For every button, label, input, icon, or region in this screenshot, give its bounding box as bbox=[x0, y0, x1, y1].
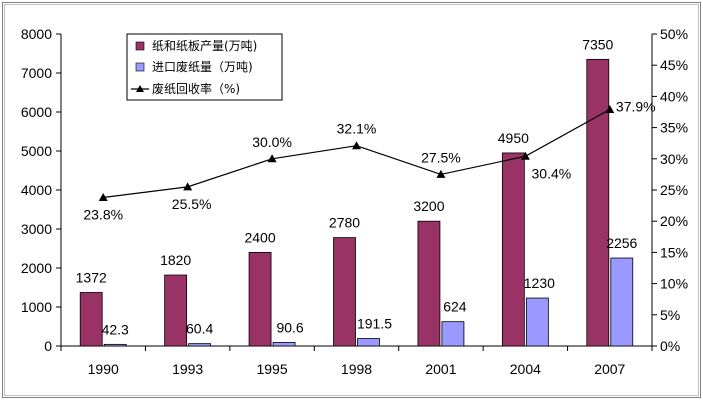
y-right-tick-label: 20% bbox=[660, 213, 688, 229]
bar-paper bbox=[248, 251, 272, 347]
y-right-tick-label: 30% bbox=[660, 151, 688, 167]
data-label-paper: 4950 bbox=[498, 130, 529, 146]
y-left-tick-label: 4000 bbox=[21, 182, 52, 198]
x-tick-label: 2007 bbox=[594, 361, 625, 377]
rate-marker bbox=[183, 182, 193, 191]
legend-marker-rate bbox=[136, 85, 144, 92]
y-left-tick-label: 7000 bbox=[21, 65, 52, 81]
bar-paper bbox=[79, 292, 103, 347]
y-left-tick-label: 3000 bbox=[21, 221, 52, 237]
y-right-tick-label: 25% bbox=[660, 182, 688, 198]
y-left-tick-label: 8000 bbox=[21, 26, 52, 42]
chart-inner-frame bbox=[4, 4, 699, 396]
data-label-paper: 1820 bbox=[160, 252, 191, 268]
data-label-waste: 191.5 bbox=[357, 316, 392, 332]
rate-marker bbox=[605, 105, 615, 114]
data-label-waste: 1230 bbox=[524, 275, 555, 291]
y-left-tick-label: 5000 bbox=[21, 143, 52, 159]
y-right-tick-label: 5% bbox=[660, 307, 680, 323]
x-tick-label: 1990 bbox=[88, 361, 119, 377]
data-label-rate: 25.5% bbox=[172, 196, 212, 212]
bar-paper bbox=[586, 58, 610, 347]
legend-label-rate: 废纸回收率（%) bbox=[152, 81, 240, 96]
y-left-tick-label: 0 bbox=[44, 338, 52, 354]
y-right-tick-label: 0% bbox=[660, 338, 680, 354]
bar-waste bbox=[103, 343, 127, 347]
data-label-paper: 7350 bbox=[582, 36, 613, 52]
data-label-rate: 30.0% bbox=[252, 134, 292, 150]
data-label-rate: 23.8% bbox=[83, 206, 123, 222]
bar-paper bbox=[333, 237, 356, 347]
y-left-tick-label: 1000 bbox=[21, 299, 52, 315]
data-label-waste: 624 bbox=[443, 299, 467, 315]
y-right-tick-label: 10% bbox=[660, 276, 688, 292]
data-label-paper: 3200 bbox=[413, 198, 444, 214]
legend-label-paper: 纸和纸板产量(万吨) bbox=[152, 39, 257, 53]
data-label-waste: 2256 bbox=[606, 235, 637, 251]
bar-waste bbox=[188, 343, 212, 347]
bar-waste bbox=[610, 257, 634, 347]
data-label-waste: 60.4 bbox=[186, 321, 213, 337]
data-label-rate: 37.9% bbox=[616, 99, 656, 115]
bar-waste bbox=[272, 342, 296, 347]
bar-paper bbox=[417, 220, 441, 347]
x-tick-label: 2004 bbox=[510, 361, 541, 377]
y-right-tick-label: 40% bbox=[660, 88, 688, 104]
legend-box bbox=[126, 33, 283, 101]
data-label-waste: 42.3 bbox=[102, 321, 129, 337]
rate-marker bbox=[436, 169, 446, 178]
data-label-paper: 2780 bbox=[329, 215, 360, 231]
y-left-tick-label: 6000 bbox=[21, 104, 52, 120]
y-right-tick-label: 35% bbox=[660, 120, 688, 136]
legend-swatch-paper bbox=[135, 41, 145, 51]
x-tick-label: 1995 bbox=[256, 361, 287, 377]
y-right-tick-label: 50% bbox=[660, 26, 688, 42]
data-label-paper: 2400 bbox=[244, 229, 275, 245]
data-label-rate: 27.5% bbox=[421, 149, 461, 165]
data-label-rate: 30.4% bbox=[532, 165, 572, 181]
bar-paper bbox=[164, 274, 188, 347]
y-left-tick-label: 2000 bbox=[21, 260, 52, 276]
x-tick-label: 2001 bbox=[425, 361, 456, 377]
rate-marker bbox=[520, 151, 530, 160]
data-label-rate: 32.1% bbox=[337, 121, 377, 137]
data-label-paper: 1372 bbox=[76, 269, 107, 285]
bar-paper bbox=[501, 152, 525, 347]
bar-waste bbox=[525, 297, 549, 347]
x-tick-label: 1993 bbox=[172, 361, 203, 377]
x-tick-label: 1998 bbox=[341, 361, 372, 377]
bar-waste bbox=[357, 338, 380, 347]
rate-marker bbox=[98, 192, 108, 201]
legend-swatch-waste bbox=[135, 62, 145, 72]
rate-marker bbox=[352, 141, 361, 150]
y-right-tick-label: 45% bbox=[660, 57, 688, 73]
y-right-tick-label: 15% bbox=[660, 244, 688, 260]
legend-label-waste: 进口废纸量（万吨) bbox=[152, 59, 253, 74]
data-label-waste: 90.6 bbox=[276, 319, 303, 335]
rate-marker bbox=[267, 154, 277, 163]
bar-waste bbox=[441, 321, 465, 347]
